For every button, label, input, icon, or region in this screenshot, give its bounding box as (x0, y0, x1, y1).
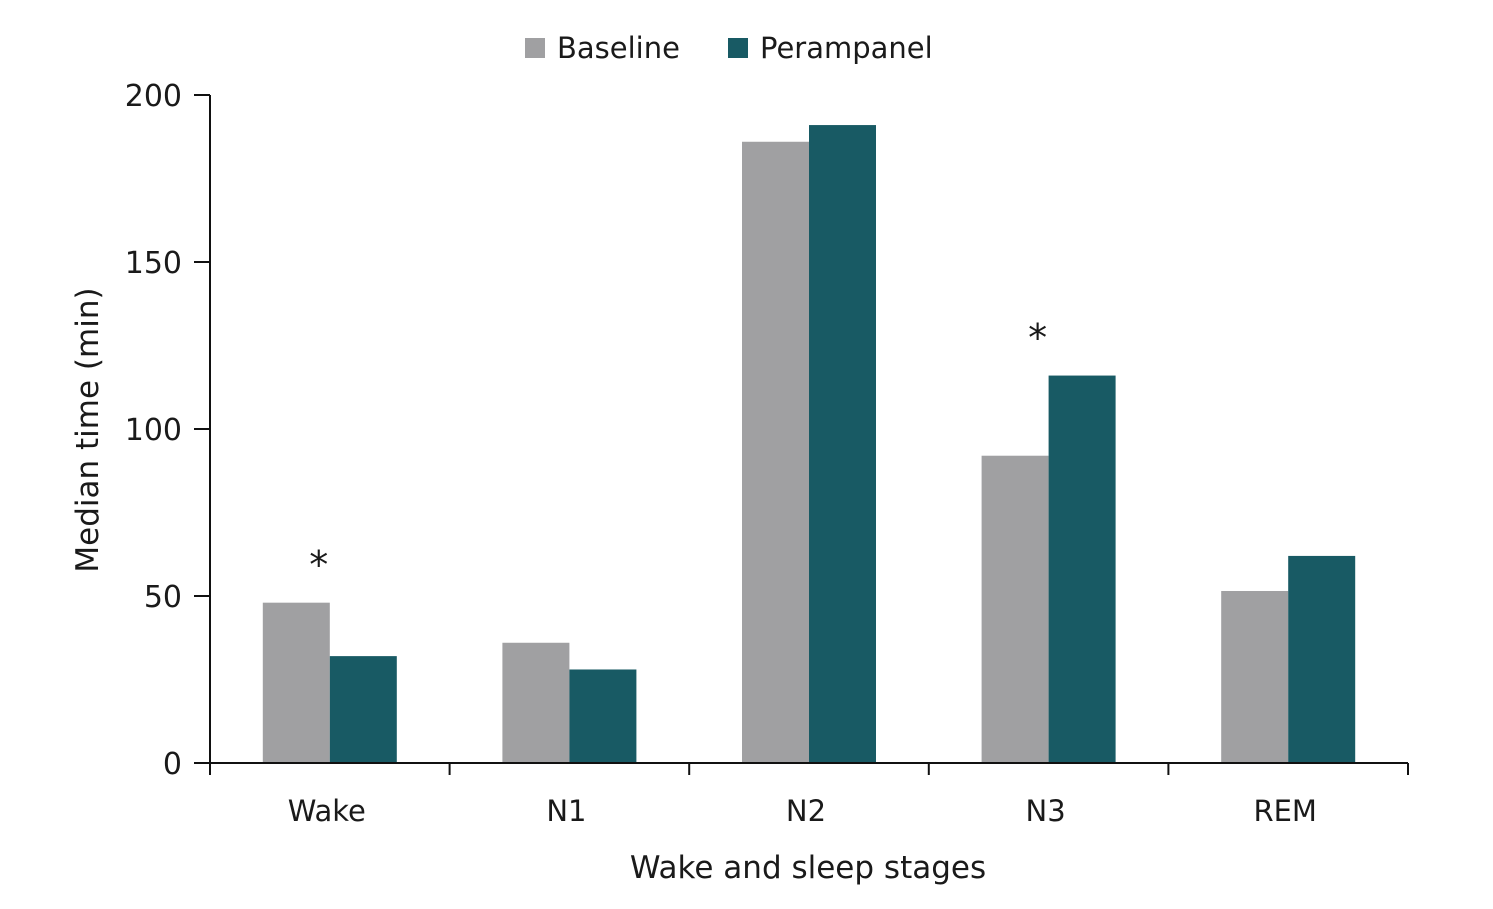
bar-baseline-rem (1221, 590, 1289, 763)
x-tick-label: N3 (1026, 794, 1066, 828)
x-tick-label: N1 (546, 794, 586, 828)
legend: Baseline Perampanel (525, 31, 933, 65)
x-axis-label: Wake and sleep stages (630, 850, 986, 886)
y-tick-label: 100 (125, 413, 182, 448)
bar-baseline-n2 (742, 141, 809, 763)
x-tick-label: N2 (786, 794, 826, 828)
y-tick-label: 0 (163, 747, 182, 782)
bar-perampanel-n1 (569, 669, 637, 763)
significance-asterisk: * (1028, 316, 1047, 360)
x-tick-label: REM (1253, 794, 1317, 828)
legend-label-perampanel: Perampanel (760, 31, 933, 65)
bar-baseline-wake (262, 602, 330, 763)
bars (262, 125, 1356, 763)
bar-perampanel-n2 (809, 125, 876, 763)
bar-baseline-n3 (981, 455, 1049, 763)
bar-perampanel-wake (329, 656, 397, 763)
y-axis-label: Median time (min) (70, 287, 106, 572)
significance-asterisk: * (309, 543, 328, 587)
x-tick-label: Wake (288, 794, 366, 828)
axes: 0 50 100 150 200 Wake N1 N2 N3 REM (125, 79, 1409, 828)
legend-swatch-baseline (525, 38, 545, 58)
y-tick-label: 50 (144, 580, 182, 615)
bar-perampanel-n3 (1048, 375, 1116, 763)
bar-perampanel-rem (1288, 555, 1356, 763)
legend-label-baseline: Baseline (557, 31, 680, 65)
annotations: ** (309, 316, 1047, 587)
y-tick-label: 200 (125, 79, 182, 114)
bar-baseline-n1 (502, 642, 570, 763)
legend-swatch-perampanel (728, 38, 748, 58)
y-tick-label: 150 (125, 246, 182, 281)
